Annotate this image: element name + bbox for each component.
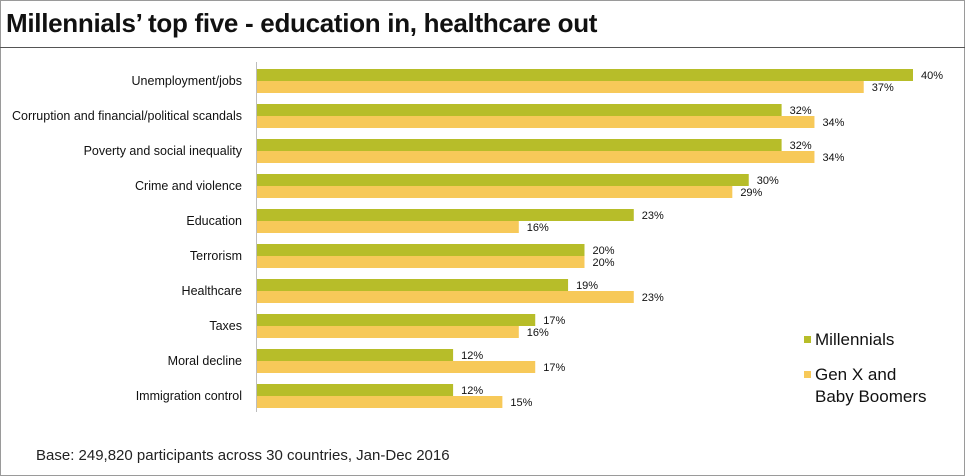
data-label: 12% [461,385,483,397]
bar-genx-boomers [256,116,815,128]
data-label: 34% [822,117,844,129]
data-label: 30% [757,175,779,187]
legend-swatch-millennials [804,336,811,343]
category-label: Unemployment/jobs [132,74,242,88]
category-label: Poverty and social inequality [84,144,243,158]
data-label: 29% [740,187,762,199]
data-label: 17% [543,362,565,374]
category-label: Taxes [209,319,242,333]
chart-title: Millennials’ top five - education in, he… [6,8,598,38]
data-label: 16% [527,327,549,339]
bar-genx-boomers [256,396,503,408]
category-label: Moral decline [168,354,242,368]
bar-genx-boomers [256,81,864,93]
data-label: 20% [593,245,615,257]
bar-millennials [256,69,913,81]
category-label: Corruption and financial/political scand… [12,109,242,123]
data-label: 34% [822,152,844,164]
bar-genx-boomers [256,291,634,303]
data-label: 32% [790,105,812,117]
bar-genx-boomers [256,361,536,373]
bar-genx-boomers [256,186,733,198]
title-divider [0,47,965,48]
footnote: Base: 249,820 participants across 30 cou… [36,447,450,464]
legend-label-genx-line2: Baby Boomers [815,387,927,406]
legend-swatch-genx [804,371,811,378]
bar-genx-boomers [256,326,519,338]
data-label: 19% [576,280,598,292]
category-label: Crime and violence [135,179,242,193]
data-label: 15% [510,397,532,409]
data-label: 17% [543,315,565,327]
data-label: 12% [461,350,483,362]
data-label: 32% [790,140,812,152]
category-label: Healthcare [182,284,242,298]
bar-millennials [256,174,749,186]
category-label: Immigration control [136,389,242,403]
data-label: 23% [642,210,664,222]
category-label: Terrorism [190,249,242,263]
legend-label-millennials: Millennials [815,330,895,349]
data-label: 37% [872,82,894,94]
data-label: 23% [642,292,664,304]
bar-millennials [256,384,454,396]
bar-genx-boomers [256,221,519,233]
bar-genx-boomers [256,151,815,163]
bar-millennials [256,139,782,151]
legend-label-genx-line1: Gen X and [815,365,897,384]
category-label: Education [186,214,242,228]
bar-millennials [256,244,585,256]
data-label: 16% [527,222,549,234]
bar-millennials [256,349,454,361]
bar-millennials [256,314,536,326]
bar-millennials [256,279,569,291]
data-label: 20% [593,257,615,269]
bar-genx-boomers [256,256,585,268]
bar-millennials [256,104,782,116]
data-label: 40% [921,70,943,82]
bar-millennials [256,209,634,221]
